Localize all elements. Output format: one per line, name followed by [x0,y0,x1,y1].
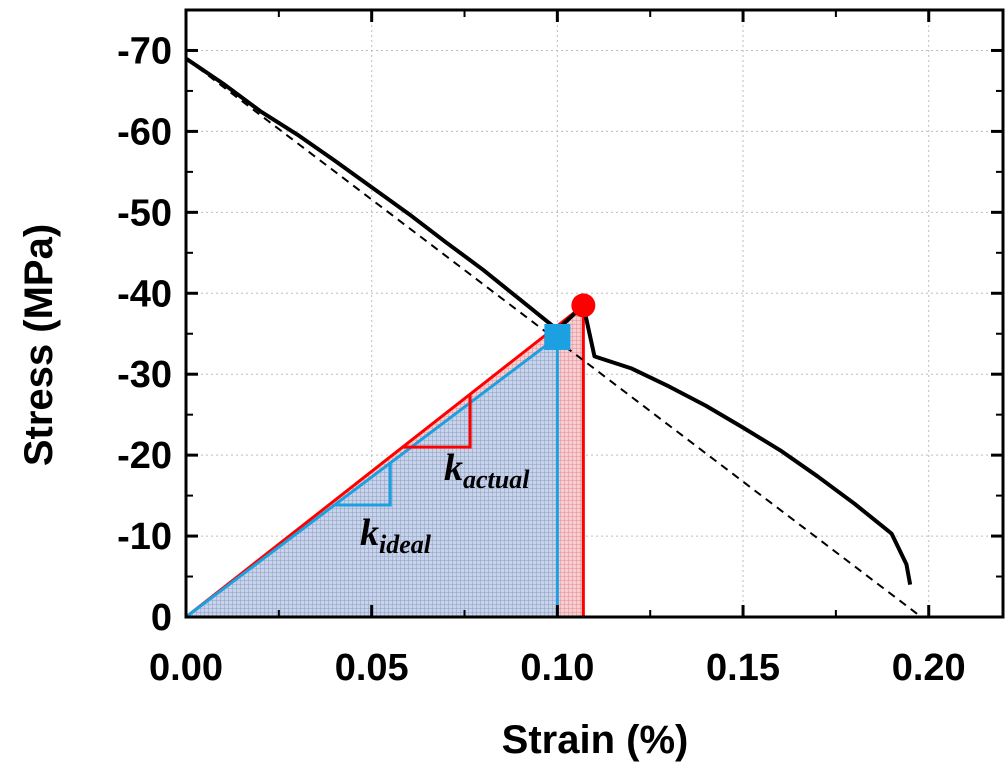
x-tick-label: 0.00 [149,647,223,689]
k-actual-slope-triangle [402,394,472,449]
y-tick-label: -60 [117,111,172,153]
x-tick-label: 0.20 [892,647,966,689]
k-actual-label: kactual [444,447,530,494]
y-tick-label: 0 [151,597,172,639]
y-tick-label: -40 [117,273,172,315]
y-tick-label: -10 [117,516,172,558]
blue-point-marker [544,323,571,350]
energy-areas [184,303,585,619]
k-ideal-slope-triangle [334,462,392,507]
x-tick-label: 0.15 [706,647,780,689]
y-tick-label: -30 [117,354,172,396]
y-tick-label: -70 [117,30,172,72]
y-tick-label: -50 [117,192,172,234]
x-tick-label: 0.10 [520,647,594,689]
x-tick-label: 0.05 [335,647,409,689]
red-point-marker [571,293,596,318]
x-axis-title: Strain (%) [502,718,689,762]
k-ideal-label: kideal [360,512,432,559]
markers [544,293,596,350]
plot-border [184,8,1005,619]
y-tick-label: -20 [117,435,172,477]
axis-ticks: 0.00 0.05 0.10 0.15 0.20 0 -10 -20 -30 -40 -50 -60 -… [117,9,1003,689]
plot-frame [184,8,1005,619]
y-axis-title: Stress (MPa) [17,224,61,466]
